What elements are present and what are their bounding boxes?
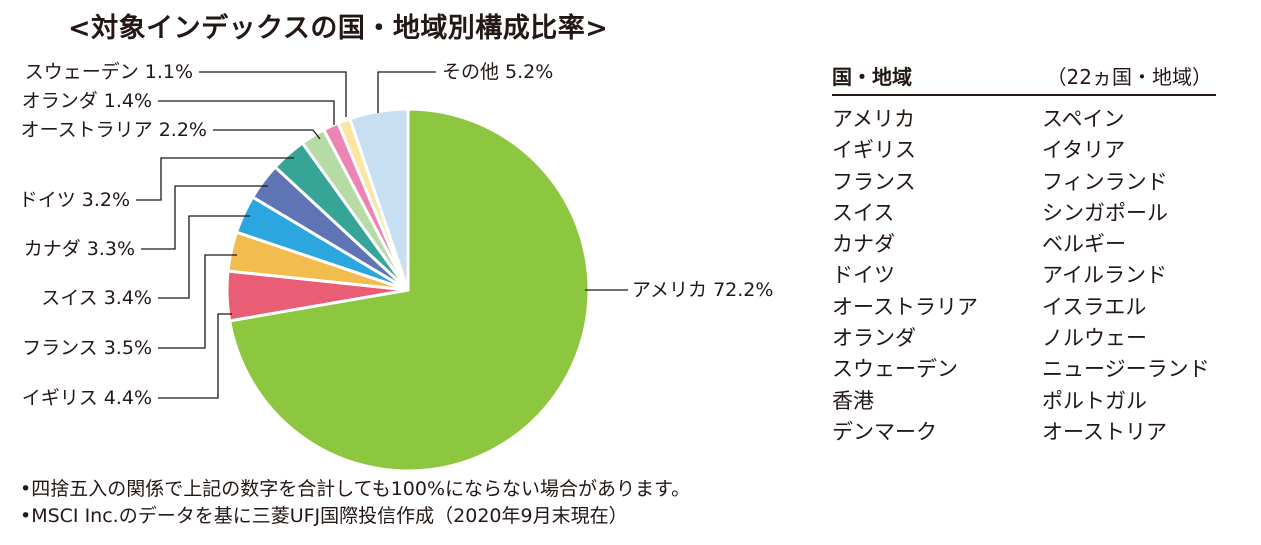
footnotes: •四捨五入の関係で上記の数字を合計しても100%にならない場合があります。 •M… [20, 476, 690, 530]
legend-item: ポルトガル [1042, 388, 1147, 413]
legend-column-2: スペインイタリアフィンランド シンガポール ベルギーアイルランド イスラエルノルウェー… [1042, 104, 1210, 448]
legend-header-count: （22ヵ国・地域） [1046, 65, 1212, 89]
legend-item: ドイツ [832, 263, 895, 288]
leader-line [158, 215, 250, 299]
leader-line [158, 100, 335, 125]
legend-item: イタリア [1042, 138, 1126, 163]
pie-chart: アメリカ 72.2% イギリス 4.4% フランス 3.5% スイス 3.4% カナダ … [19, 61, 773, 473]
legend-item: ニュージーランド [1042, 357, 1210, 382]
slice-label: スウェーデン 1.1% [25, 61, 193, 83]
leader-line [199, 71, 347, 117]
legend-header-title: 国・地域 [832, 65, 912, 89]
chart-title: <対象インデックスの国・地域別構成比率> [68, 13, 609, 44]
slice-label: その他 5.2% [442, 61, 553, 83]
slice-label: オランダ 1.4% [22, 90, 152, 112]
country-legend: 国・地域 （22ヵ国・地域） アメリカイギリスフランススイスカナダドイツオースト… [832, 58, 1216, 444]
pie-slices [225, 107, 591, 473]
legend-item: スイス [832, 200, 895, 225]
slice-label: オーストラリア 2.2% [21, 119, 207, 141]
legend-item: イギリス [832, 138, 916, 163]
legend-item: オランダ [832, 326, 916, 351]
legend-item: アイルランド [1042, 263, 1167, 288]
legend-item: シンガポール [1042, 200, 1168, 225]
legend-item: デンマーク [832, 419, 937, 444]
legend-column-1: アメリカイギリスフランススイスカナダドイツオーストラリア オランダスウェーデン 香港… [832, 104, 978, 448]
legend-item: スペイン [1042, 107, 1125, 131]
legend-item: 香港 [832, 388, 874, 413]
leader-line [158, 254, 237, 349]
legend-item: アメリカ [832, 107, 915, 131]
legend-item: スウェーデン [832, 357, 958, 382]
legend-item: イスラエル [1042, 294, 1147, 319]
leader-line [213, 129, 321, 140]
leader-line [158, 313, 232, 399]
slice-label: ドイツ 3.2% [19, 189, 130, 211]
footnote-rounding: •四捨五入の関係で上記の数字を合計しても100%にならない場合があります。 [20, 478, 691, 500]
slice-label: イギリス 4.4% [22, 387, 152, 409]
legend-header: 国・地域 （22ヵ国・地域） [832, 58, 1216, 96]
legend-item: カナダ [832, 232, 895, 257]
slice-label: カナダ 3.3% [24, 238, 135, 260]
legend-item: ノルウェー [1042, 326, 1147, 351]
slice-label: フランス 3.5% [22, 337, 152, 359]
leader-line [141, 185, 268, 250]
slice-label: アメリカ 72.2% [632, 279, 773, 301]
legend-item: オーストリア [1042, 419, 1167, 444]
leader-line [377, 71, 436, 113]
legend-item: オーストラリア [832, 294, 978, 319]
footnote-source: •MSCI Inc.のデータを基に三菱UFJ国際投信作成（2020年9月末現在） [20, 505, 628, 527]
legend-item: フランス [832, 169, 916, 194]
leader-line [136, 157, 294, 201]
legend-item: ベルギー [1042, 232, 1126, 257]
legend-item: フィンランド [1042, 169, 1168, 194]
slice-label: スイス 3.4% [41, 287, 152, 309]
